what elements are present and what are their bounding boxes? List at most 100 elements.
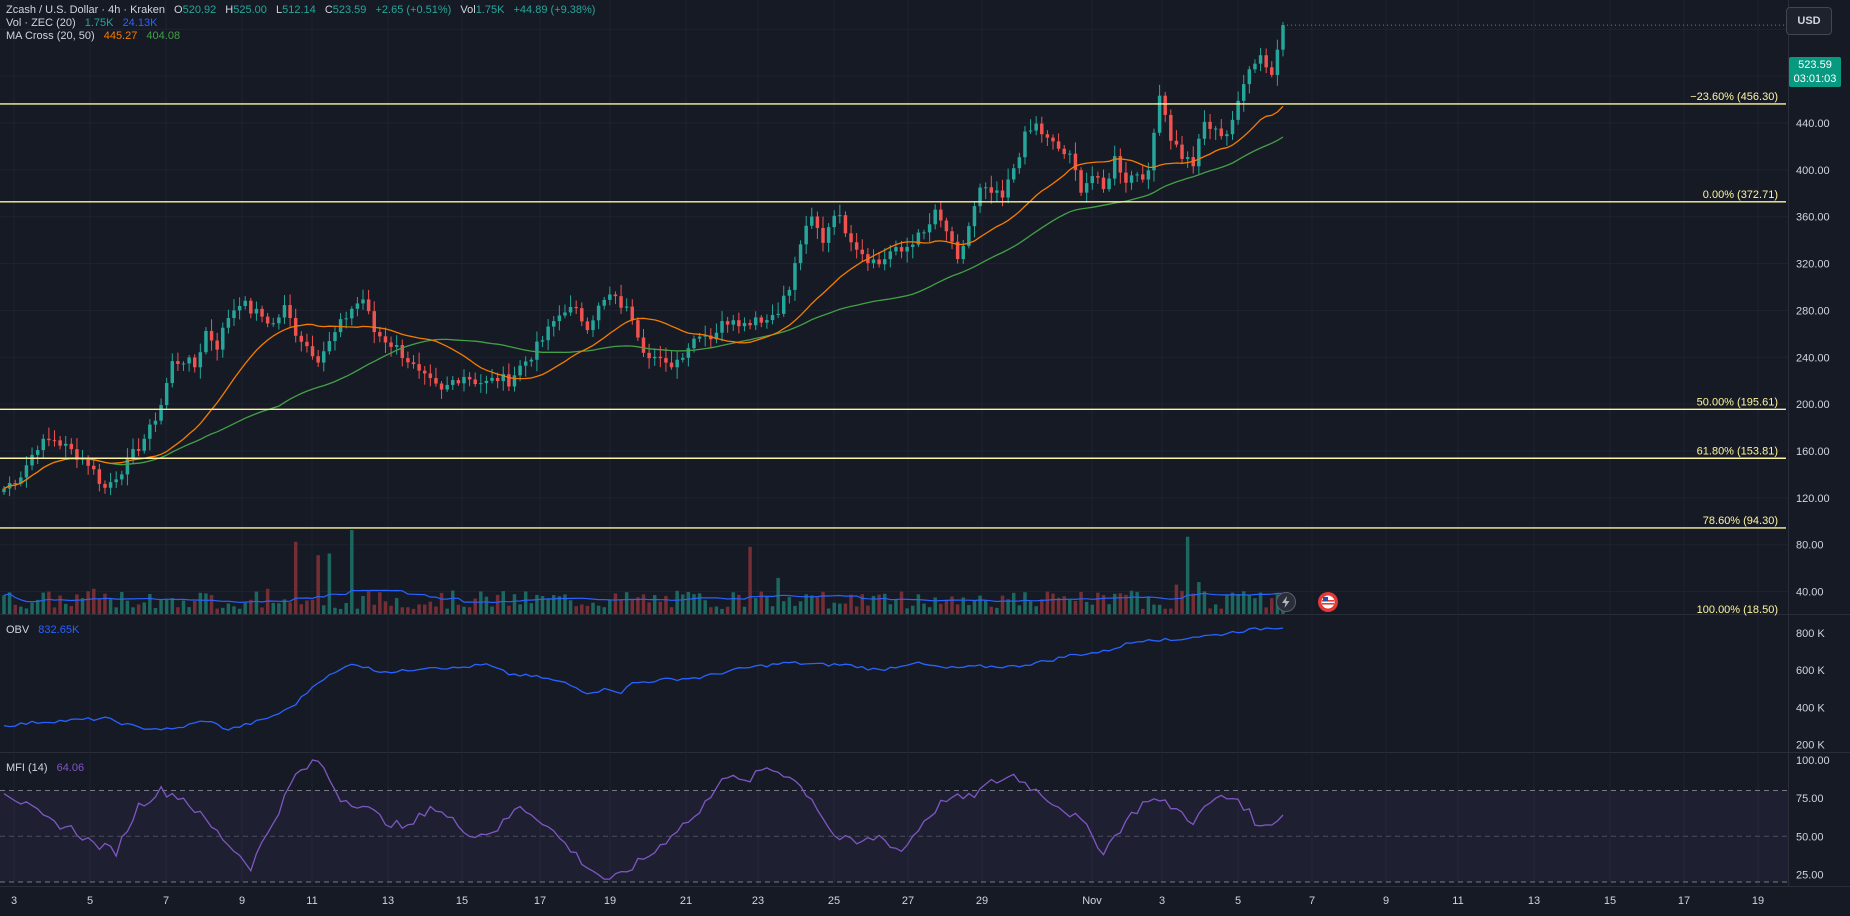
fib-label: 61.80% (153.81) <box>1697 445 1778 457</box>
volume-bar <box>198 592 203 614</box>
volume-bar <box>1152 604 1156 614</box>
volume-bar <box>1141 608 1145 614</box>
volume-bar <box>737 594 741 614</box>
volume-bar <box>333 607 337 614</box>
candle <box>1253 63 1257 70</box>
candle <box>1034 123 1038 131</box>
candle <box>540 340 545 342</box>
mfi-label[interactable]: MFI (14) <box>6 762 48 774</box>
volume-label[interactable]: Vol · ZEC (20) <box>6 17 76 29</box>
price-tick-label: 320.00 <box>1796 259 1830 271</box>
volume-bar <box>249 599 253 614</box>
volume-bar <box>1157 604 1162 614</box>
candle <box>209 330 214 341</box>
ma-cross-label[interactable]: MA Cross (20, 50) <box>6 30 95 42</box>
candle <box>574 306 578 309</box>
time-tick-label: 27 <box>902 895 914 907</box>
candle <box>1180 144 1184 159</box>
candle <box>221 327 225 350</box>
volume-bar <box>512 594 517 614</box>
obv-tick-label: 400 K <box>1796 702 1825 714</box>
candle <box>972 206 977 227</box>
currency-button[interactable]: USD <box>1786 7 1832 35</box>
symbol-title[interactable]: Zcash / U.S. Dollar · 4h · Kraken <box>6 4 165 16</box>
price-tick-label: 400.00 <box>1796 165 1830 177</box>
volume-bar <box>894 599 898 614</box>
volume-bar <box>344 603 348 614</box>
volume-bar <box>417 604 421 614</box>
close-value: 523.59 <box>332 4 367 16</box>
volume-bar <box>439 592 444 614</box>
volume-bar <box>742 606 747 614</box>
candle <box>322 351 326 363</box>
volume-bar <box>226 603 231 614</box>
candle <box>1225 134 1229 137</box>
time-tick-label: 17 <box>534 895 546 907</box>
candle <box>983 187 988 189</box>
candle <box>451 380 455 385</box>
time-tick-label: 13 <box>1528 895 1540 907</box>
candle <box>366 299 371 312</box>
volume-bar <box>810 595 814 614</box>
candle <box>1241 84 1246 101</box>
volume-bar <box>983 600 988 614</box>
volume-bar <box>714 606 719 614</box>
volume-bar <box>1225 595 1229 614</box>
candle <box>1051 137 1055 142</box>
price-axis-bg <box>1780 0 1850 916</box>
volume-bar <box>176 607 180 614</box>
candle <box>703 335 707 337</box>
candle <box>753 317 758 326</box>
time-tick-label: 5 <box>1235 895 1241 907</box>
candle <box>1213 128 1218 130</box>
volume-bar <box>882 593 887 614</box>
candle <box>1107 178 1111 190</box>
volume-legend: Vol · ZEC (20) 1.75K 24.13K <box>6 17 163 30</box>
candle <box>804 225 808 245</box>
volume-bar <box>422 604 427 614</box>
obv-tick-label: 200 K <box>1796 739 1825 751</box>
candle <box>630 306 635 321</box>
candle <box>697 336 702 339</box>
volume-bar <box>899 591 904 614</box>
candle <box>916 232 921 245</box>
volume-bar <box>518 604 522 614</box>
lightning-icon[interactable] <box>1276 592 1296 612</box>
volume-bar <box>299 604 304 614</box>
candle <box>1258 55 1263 64</box>
candle <box>1045 134 1050 138</box>
candle <box>838 215 842 217</box>
volume-bar <box>613 593 618 614</box>
time-tick-label: 25 <box>828 895 840 907</box>
volume-bar <box>355 608 360 614</box>
volume-bar <box>1056 597 1061 614</box>
volume-bar <box>647 602 651 614</box>
candle <box>546 326 550 341</box>
volume-bar <box>927 607 932 614</box>
candle <box>120 474 124 480</box>
candle <box>75 449 79 460</box>
volume-bar <box>967 605 971 614</box>
main-legend: Zcash / U.S. Dollar · 4h · Kraken O520.9… <box>6 4 596 16</box>
candle <box>389 342 393 347</box>
obv-label[interactable]: OBV <box>6 624 30 636</box>
candle <box>1264 55 1268 68</box>
candle <box>950 231 954 242</box>
volume-bar <box>114 607 118 614</box>
us-flag-icon[interactable] <box>1318 592 1338 612</box>
candle <box>41 438 46 451</box>
time-tick-label: 19 <box>604 895 616 907</box>
candle <box>905 246 909 252</box>
volume-bar <box>950 596 954 614</box>
candle <box>681 357 685 360</box>
volume-bar <box>849 594 853 614</box>
candle <box>899 247 904 252</box>
price-tick-label: 440.00 <box>1796 118 1830 130</box>
candle <box>1174 140 1179 145</box>
mfi-tick-label: 75.00 <box>1796 793 1824 805</box>
volume-bar <box>159 600 163 614</box>
volume-bar <box>748 546 752 614</box>
candle <box>310 346 315 357</box>
